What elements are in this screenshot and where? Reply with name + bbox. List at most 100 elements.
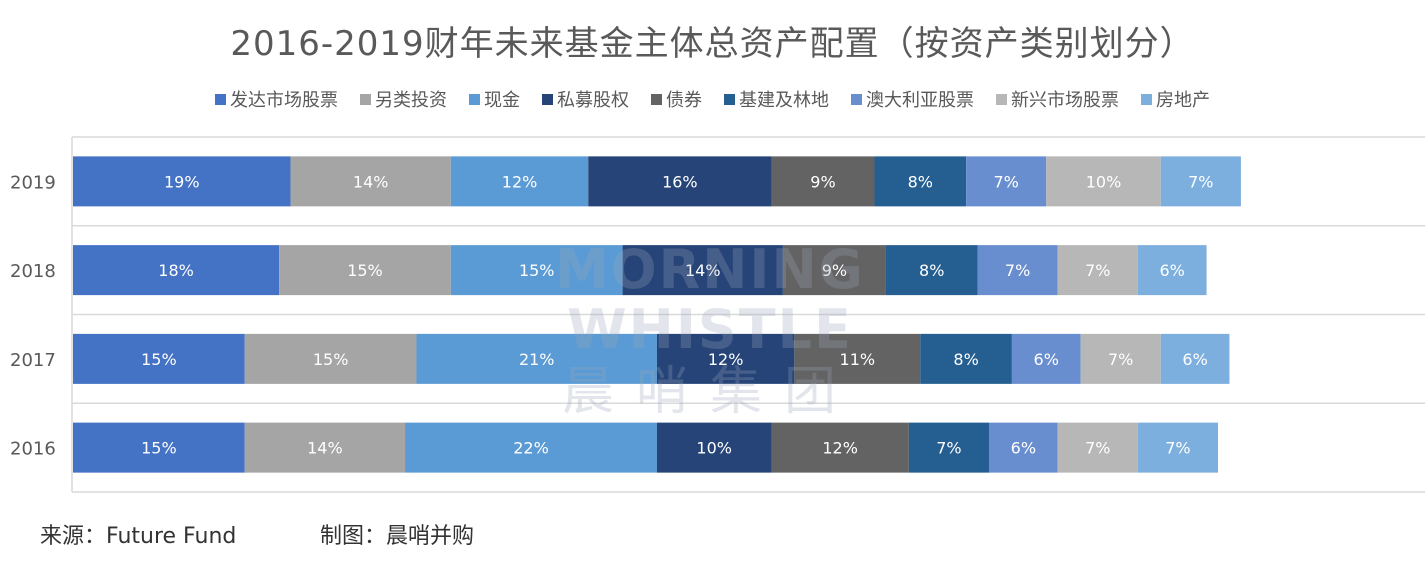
bar-segment xyxy=(1011,333,1081,384)
data-label: 21% xyxy=(519,350,555,369)
y-tick-label: 2018 xyxy=(10,261,56,282)
legend-item: 房地产 xyxy=(1141,86,1210,112)
legend-swatch xyxy=(542,93,553,105)
data-label: 15% xyxy=(313,350,349,369)
data-label: 10% xyxy=(1086,172,1122,191)
bar-segment xyxy=(73,156,291,207)
data-label: 14% xyxy=(307,439,343,458)
data-label: 7% xyxy=(936,439,961,458)
bar-segment xyxy=(290,156,451,207)
bar-segment xyxy=(874,156,967,207)
stacked-bar-chart: 2019 19% 14% 12% 16% 9% 8% 7% 10% 7% 2018 18% 15% 15%… xyxy=(10,136,1425,493)
legend-item: 债券 xyxy=(651,86,702,112)
bar-segment xyxy=(244,422,406,473)
data-label: 9% xyxy=(810,172,835,191)
data-label: 15% xyxy=(141,350,177,369)
legend-swatch xyxy=(996,93,1007,105)
bar-segment xyxy=(73,333,245,384)
bar-segment xyxy=(73,422,245,473)
bar-segment xyxy=(1160,333,1230,384)
data-label: 15% xyxy=(519,261,555,280)
data-label: 12% xyxy=(502,172,538,191)
chart-legend: 发达市场股票 另类投资 现金 私募股权 债券 基建及林地 澳大利亚股票 新兴市场股票 房地产 xyxy=(0,86,1425,112)
bar-segment xyxy=(588,156,772,207)
bar-segment xyxy=(622,245,783,296)
bar-segment xyxy=(1057,422,1138,473)
legend-label: 发达市场股票 xyxy=(230,90,338,111)
bar-segment xyxy=(885,245,978,296)
bar-segment xyxy=(771,422,909,473)
bar-segment xyxy=(966,156,1047,207)
legend-item: 现金 xyxy=(469,86,520,112)
data-label: 12% xyxy=(822,439,858,458)
data-label: 15% xyxy=(141,439,177,458)
data-label: 14% xyxy=(685,261,721,280)
bar-segment xyxy=(1046,156,1161,207)
bar-segment xyxy=(989,422,1058,473)
legend-swatch xyxy=(651,93,662,105)
legend-item: 新兴市场股票 xyxy=(996,86,1119,112)
legend-label: 私募股权 xyxy=(557,90,629,111)
bar-segment xyxy=(279,245,451,296)
legend-swatch xyxy=(724,93,735,105)
bar-segment xyxy=(73,245,280,296)
data-label: 7% xyxy=(1085,261,1110,280)
y-tick-label: 2017 xyxy=(10,350,56,371)
data-label: 7% xyxy=(993,172,1018,191)
bar-segment xyxy=(1160,156,1241,207)
data-label: 14% xyxy=(353,172,389,191)
bar-segment xyxy=(908,422,989,473)
legend-label: 债券 xyxy=(666,90,702,111)
legend-swatch xyxy=(215,93,226,105)
bar-segment xyxy=(656,333,795,384)
bar-segment xyxy=(1080,333,1161,384)
legend-item: 澳大利亚股票 xyxy=(851,86,974,112)
bar-segment xyxy=(920,333,1012,384)
bar-segment xyxy=(1137,422,1218,473)
y-tick-label: 2016 xyxy=(10,439,56,460)
bar-segment xyxy=(244,333,417,384)
data-label: 7% xyxy=(1108,350,1133,369)
data-label: 8% xyxy=(953,350,978,369)
data-label: 16% xyxy=(662,172,698,191)
legend-swatch xyxy=(1141,93,1152,105)
data-label: 18% xyxy=(158,261,194,280)
data-label: 6% xyxy=(1182,350,1207,369)
legend-label: 澳大利亚股票 xyxy=(866,90,974,111)
legend-label: 基建及林地 xyxy=(739,90,829,111)
legend-item: 基建及林地 xyxy=(724,86,829,112)
data-label: 6% xyxy=(1160,261,1185,280)
data-label: 7% xyxy=(1165,439,1190,458)
data-label: 6% xyxy=(1034,350,1059,369)
bar-segment xyxy=(450,156,589,207)
data-label: 8% xyxy=(908,172,933,191)
bar-segment xyxy=(1137,245,1207,296)
data-label: 9% xyxy=(822,261,847,280)
legend-swatch xyxy=(360,93,371,105)
chart-title: 2016-2019财年未来基金主体总资产配置（按资产类别划分） xyxy=(230,24,1195,64)
data-label: 22% xyxy=(513,439,549,458)
bar-segment xyxy=(782,245,886,296)
legend-item: 发达市场股票 xyxy=(215,86,338,112)
bar-segment xyxy=(977,245,1058,296)
legend-label: 现金 xyxy=(484,90,520,111)
data-label: 7% xyxy=(1188,172,1213,191)
bar-segment xyxy=(1057,245,1138,296)
legend-swatch xyxy=(851,93,862,105)
legend-label: 另类投资 xyxy=(375,90,447,111)
data-label: 10% xyxy=(696,439,732,458)
bar-segment xyxy=(405,422,657,473)
source-note: 来源：Future Fund xyxy=(40,524,237,549)
bar-segment xyxy=(416,333,657,384)
data-label: 11% xyxy=(840,350,876,369)
data-label: 19% xyxy=(164,172,200,191)
legend-item: 另类投资 xyxy=(360,86,447,112)
data-label: 7% xyxy=(1085,439,1110,458)
bar-segment xyxy=(450,245,623,296)
legend-item: 私募股权 xyxy=(542,86,629,112)
data-label: 15% xyxy=(347,261,383,280)
y-tick-label: 2019 xyxy=(10,172,56,193)
data-label: 12% xyxy=(708,350,744,369)
data-label: 6% xyxy=(1011,439,1036,458)
credit-note: 制图：晨哨并购 xyxy=(320,524,475,549)
